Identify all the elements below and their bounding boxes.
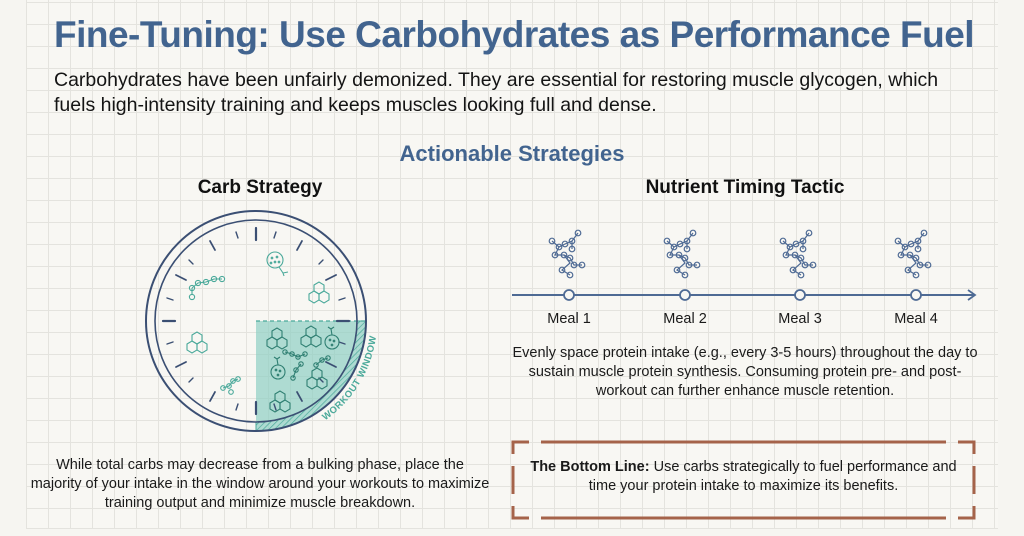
carb-strategy-title: Carb Strategy bbox=[197, 177, 323, 198]
amino-acid-chain-icon bbox=[779, 229, 817, 279]
meal-marker bbox=[910, 289, 922, 301]
bracket-frame bbox=[511, 440, 976, 520]
clock-ticks bbox=[161, 226, 351, 416]
intro-paragraph: Carbohydrates have been unfairly demoniz… bbox=[54, 69, 939, 116]
glucose-chain-icon bbox=[290, 361, 304, 381]
graph-paper-background bbox=[26, 0, 998, 529]
amino-acid-chain-icon bbox=[663, 229, 701, 279]
glucose-chain-icon bbox=[282, 349, 308, 360]
page-title: Fine-Tuning: Use Carbohydrates as Perfor… bbox=[54, 14, 975, 55]
amino-acid-chain-icon bbox=[894, 229, 932, 279]
hexagon-ring-icon bbox=[266, 327, 288, 350]
carb-strategy-description: While total carbs may decrease from a bu… bbox=[30, 457, 490, 511]
meal-marker bbox=[679, 289, 691, 301]
meal-label: Meal 4 bbox=[894, 311, 938, 327]
glucose-chain-icon bbox=[220, 376, 241, 395]
bottom-line-label: The Bottom Line: bbox=[530, 459, 650, 475]
bottom-line-text: The Bottom Line: Use carbs strategically… bbox=[521, 458, 966, 496]
meal-label: Meal 3 bbox=[778, 311, 822, 327]
hexagon-ring-icon bbox=[269, 390, 291, 413]
nutrient-timing-description: Evenly space protein intake (e.g., every… bbox=[512, 345, 978, 399]
glucose-chain-icon bbox=[313, 355, 331, 368]
starch-granule-icon bbox=[324, 326, 340, 350]
meal-label: Meal 1 bbox=[547, 311, 591, 327]
hexagon-ring-icon bbox=[308, 281, 330, 304]
hexagon-ring-icon bbox=[186, 331, 208, 354]
hexagon-ring-icon bbox=[306, 367, 328, 390]
amino-acid-chain-icon bbox=[548, 229, 586, 279]
section-title: Actionable Strategies bbox=[399, 141, 625, 166]
clock-inner-ring bbox=[154, 219, 358, 423]
meal-label: Meal 2 bbox=[663, 311, 707, 327]
meal-marker bbox=[794, 289, 806, 301]
glucose-chain-icon bbox=[188, 275, 226, 301]
carb-clock-diagram: WORKOUT WINDOW bbox=[145, 210, 379, 432]
nutrient-timing-title: Nutrient Timing Tactic bbox=[645, 177, 845, 198]
clock-outer-ring bbox=[145, 210, 367, 432]
starch-granule-icon bbox=[266, 251, 289, 277]
meal-marker bbox=[563, 289, 575, 301]
meal-timeline bbox=[512, 229, 977, 301]
bottom-line-body: Use carbs strategically to fuel performa… bbox=[588, 459, 957, 494]
bottom-line-callout: The Bottom Line: Use carbs strategically… bbox=[511, 440, 976, 520]
starch-granule-icon bbox=[270, 356, 286, 380]
hexagon-ring-icon bbox=[300, 325, 322, 348]
arrow-right-icon bbox=[967, 289, 977, 301]
